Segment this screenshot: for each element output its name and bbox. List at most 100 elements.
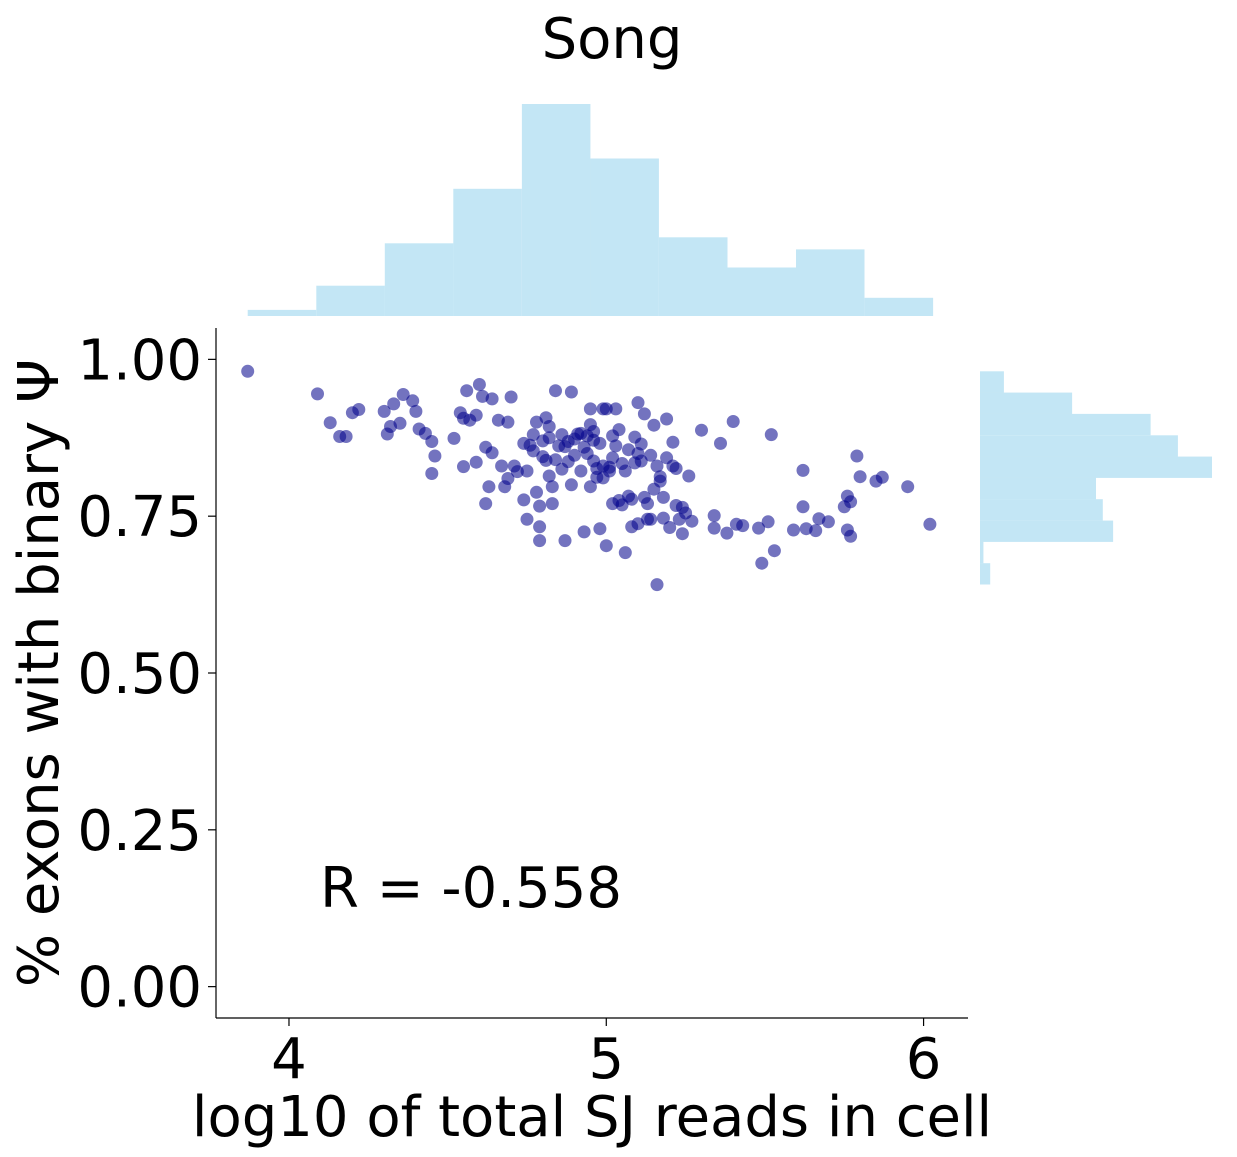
scatter-point — [618, 546, 632, 560]
scatter-point — [603, 464, 616, 478]
chart-title: Song — [542, 7, 683, 72]
scatter-point — [634, 437, 648, 451]
scatter-point — [526, 444, 540, 458]
x-histogram-bar — [384, 243, 454, 316]
scatter-point — [764, 428, 778, 442]
x-histogram-bar — [864, 297, 934, 316]
scatter-point — [539, 453, 553, 467]
y-tick-label: 0.25 — [77, 799, 202, 864]
scatter-point — [644, 448, 658, 462]
scatter-point — [644, 512, 658, 526]
scatter-point — [666, 435, 680, 449]
scatter-point — [634, 454, 648, 468]
scatter-point — [695, 423, 708, 437]
scatter-point — [787, 523, 800, 537]
scatter-point — [653, 474, 667, 488]
scatter-point — [593, 522, 607, 536]
scatter-point — [549, 384, 562, 398]
scatter-point — [809, 524, 823, 538]
scatter-point — [923, 517, 937, 531]
scatter-point — [707, 509, 721, 523]
y-histogram-bar — [980, 392, 1073, 414]
x-ticks: 4 5 6 — [271, 1018, 941, 1092]
scatter-point — [612, 423, 626, 437]
y-histogram-bar — [980, 541, 984, 564]
x-histogram-bar — [796, 249, 865, 316]
scatter-point — [323, 416, 337, 430]
scatter-point — [504, 390, 518, 404]
scatter-points — [241, 364, 937, 592]
scatter-point — [533, 520, 547, 534]
scatter-point — [574, 464, 588, 478]
scatter-point — [660, 412, 674, 426]
scatter-point — [618, 464, 632, 478]
scatter-point — [558, 534, 572, 548]
scatter-point — [850, 449, 864, 463]
scatter-point — [545, 497, 559, 511]
y-histogram-bar — [980, 499, 1103, 521]
scatter-point — [609, 439, 623, 453]
plot-area: 4 5 6 0.00 0.25 0.50 0.75 1.00 — [77, 328, 968, 1092]
scatter-point — [796, 500, 810, 514]
scatter-point — [656, 490, 670, 504]
scatter-point — [352, 403, 366, 416]
scatter-point — [663, 521, 677, 534]
scatter-point — [520, 512, 534, 526]
scatter-point — [650, 459, 664, 473]
scatter-point — [625, 492, 639, 506]
y-tick-label: 0.50 — [77, 642, 202, 707]
y-ticks: 0.00 0.25 0.50 0.75 1.00 — [77, 328, 216, 1021]
scatter-point — [650, 578, 664, 592]
y-axis-label: % exons with binary Ψ — [7, 359, 72, 987]
scatter-point — [707, 521, 721, 535]
scatter-point — [767, 544, 781, 558]
scatter-point — [517, 493, 531, 507]
scatter-point — [549, 453, 562, 467]
scatter-point — [425, 435, 439, 448]
x-tick-label: 5 — [588, 1027, 624, 1092]
scatter-point — [564, 385, 578, 399]
y-histogram-bar — [980, 435, 1178, 457]
scatter-point — [533, 499, 547, 513]
y-tick-label: 0.00 — [77, 956, 202, 1021]
correlation-annotation: R = -0.558 — [320, 856, 622, 921]
x-histogram-bar — [659, 237, 728, 316]
scatter-point — [583, 480, 597, 494]
scatter-point — [752, 521, 766, 535]
y-marginal-histogram — [980, 371, 1212, 585]
scatter-point — [714, 436, 727, 450]
scatter-point — [583, 402, 597, 416]
x-axis-label: log10 of total SJ reads in cell — [192, 1085, 992, 1150]
scatter-point — [599, 539, 613, 553]
scatter-point — [656, 511, 670, 525]
scatter-point — [682, 469, 696, 483]
scatter-point — [564, 478, 578, 492]
scatter-point — [428, 449, 442, 463]
scatter-point — [377, 404, 391, 418]
scatter-point — [599, 402, 613, 416]
x-histogram-bar — [453, 188, 522, 316]
scatter-point — [545, 480, 559, 494]
scatter-point — [761, 515, 775, 529]
scatter-point — [425, 467, 439, 480]
scatter-point — [647, 418, 661, 432]
scatter-point — [469, 408, 483, 422]
scatter-point — [609, 402, 623, 416]
scatter-point — [844, 529, 858, 543]
scatter-point — [542, 431, 556, 445]
y-tick-label: 0.75 — [77, 485, 202, 550]
scatter-point — [631, 396, 645, 410]
scatter-point — [901, 480, 915, 494]
x-histogram-bar — [521, 104, 591, 316]
scatter-point — [485, 446, 499, 460]
scatter-point — [485, 392, 499, 406]
scatter-point — [479, 497, 493, 511]
scatter-point — [472, 378, 486, 391]
x-histogram-bar — [727, 267, 796, 316]
scatter-point — [875, 470, 889, 484]
scatter-point — [501, 472, 515, 485]
scatter-point — [641, 497, 654, 511]
scatter-point — [311, 387, 324, 401]
scatter-point — [526, 428, 540, 442]
